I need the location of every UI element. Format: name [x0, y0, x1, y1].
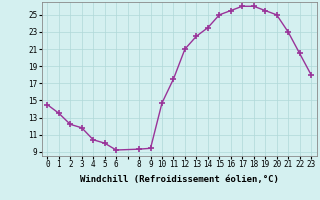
- X-axis label: Windchill (Refroidissement éolien,°C): Windchill (Refroidissement éolien,°C): [80, 175, 279, 184]
